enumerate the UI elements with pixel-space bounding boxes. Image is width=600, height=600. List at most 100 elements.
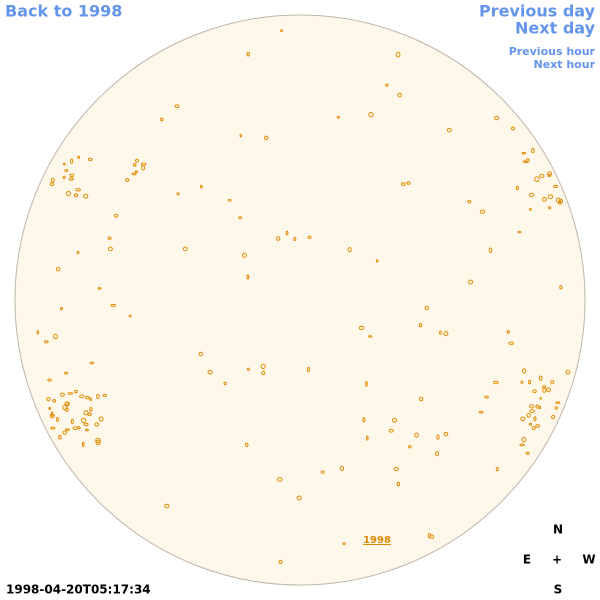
speck xyxy=(517,230,522,234)
speck xyxy=(551,414,556,420)
active-regions xyxy=(36,29,571,565)
speck xyxy=(365,381,368,387)
speck xyxy=(44,340,49,344)
speck xyxy=(89,397,92,401)
speck xyxy=(64,169,69,172)
speck xyxy=(479,209,486,214)
speck xyxy=(62,430,68,435)
speck xyxy=(77,426,81,430)
speck xyxy=(553,184,558,188)
speck xyxy=(125,178,130,182)
speck xyxy=(70,418,74,425)
speck xyxy=(424,305,429,311)
speck xyxy=(67,392,74,395)
speck xyxy=(65,190,71,197)
speck xyxy=(113,213,119,218)
speck xyxy=(239,134,243,138)
next-day-link[interactable]: Next day xyxy=(515,19,596,38)
speck xyxy=(50,426,56,430)
speck xyxy=(525,451,530,455)
compass-south: S xyxy=(554,583,563,597)
speck xyxy=(548,206,552,210)
speck xyxy=(400,182,406,186)
speck xyxy=(443,431,449,437)
speck xyxy=(83,422,89,427)
speck xyxy=(506,330,510,334)
speck xyxy=(140,162,147,166)
speck xyxy=(81,441,85,448)
speck xyxy=(526,413,531,418)
speck xyxy=(339,465,345,471)
speck xyxy=(238,216,243,220)
speck xyxy=(296,495,302,501)
speck xyxy=(508,341,515,345)
speck xyxy=(547,194,554,200)
speck xyxy=(182,246,188,252)
speck xyxy=(336,115,340,119)
speck xyxy=(76,250,80,255)
speck xyxy=(366,435,369,441)
speck xyxy=(98,416,104,422)
speck xyxy=(443,331,449,337)
speck xyxy=(280,29,284,33)
speck xyxy=(176,192,180,196)
timestamp: 1998-04-20T05:17:34 xyxy=(6,583,151,597)
speck xyxy=(439,330,442,335)
speck xyxy=(60,392,65,397)
speck xyxy=(467,200,472,204)
speck xyxy=(107,246,113,252)
speck xyxy=(276,477,283,482)
speck xyxy=(542,387,547,393)
speck xyxy=(264,135,269,141)
speck xyxy=(307,366,310,373)
speck xyxy=(77,155,80,160)
speck xyxy=(535,404,540,409)
compass-east: E xyxy=(523,553,531,567)
speck xyxy=(75,188,81,192)
speck xyxy=(484,395,489,399)
speck xyxy=(358,325,365,331)
speck xyxy=(418,323,423,328)
speck xyxy=(534,176,540,182)
speck xyxy=(128,314,132,318)
speck xyxy=(87,412,92,416)
speck xyxy=(47,378,52,382)
speck xyxy=(62,175,66,180)
speck xyxy=(435,451,440,457)
speck xyxy=(50,177,55,183)
speck xyxy=(102,393,108,397)
speck xyxy=(391,418,398,423)
speck xyxy=(520,380,524,384)
speck xyxy=(521,436,527,443)
previous-hour-link[interactable]: Previous hour xyxy=(509,45,596,58)
speck xyxy=(520,416,526,422)
speck xyxy=(89,407,93,412)
speck xyxy=(96,393,100,400)
speck xyxy=(388,428,394,433)
speck xyxy=(307,235,312,240)
speck xyxy=(261,370,266,376)
speck xyxy=(49,182,55,187)
speck xyxy=(554,406,558,410)
speck xyxy=(50,411,54,417)
speck xyxy=(79,394,85,399)
back-link[interactable]: Back to 1998 xyxy=(5,2,122,21)
speck xyxy=(68,177,74,181)
speck xyxy=(223,381,227,386)
speck xyxy=(446,127,452,133)
speck xyxy=(468,279,474,285)
compass-west: W xyxy=(582,553,595,567)
speck xyxy=(418,396,424,402)
speck xyxy=(368,335,373,338)
speck xyxy=(69,173,75,178)
previous-day-link[interactable]: Previous day xyxy=(479,2,596,21)
speck xyxy=(85,428,89,432)
speck xyxy=(533,416,537,422)
speck xyxy=(555,197,561,204)
speck xyxy=(246,51,250,57)
next-hour-link[interactable]: Next hour xyxy=(534,58,596,71)
speck xyxy=(97,287,102,290)
speck xyxy=(385,83,389,87)
speck xyxy=(56,417,59,422)
year-link[interactable]: 1998 xyxy=(363,535,391,546)
